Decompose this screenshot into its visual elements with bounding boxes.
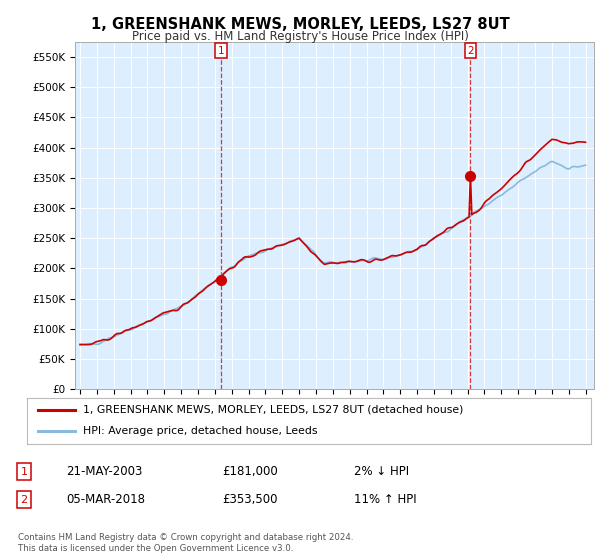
Text: 1: 1 [218, 46, 224, 55]
Text: 05-MAR-2018: 05-MAR-2018 [66, 493, 145, 506]
Text: 1: 1 [20, 466, 28, 477]
Text: 1, GREENSHANK MEWS, MORLEY, LEEDS, LS27 8UT: 1, GREENSHANK MEWS, MORLEY, LEEDS, LS27 … [91, 17, 509, 32]
Text: Price paid vs. HM Land Registry's House Price Index (HPI): Price paid vs. HM Land Registry's House … [131, 30, 469, 43]
Text: 2: 2 [20, 494, 28, 505]
Text: £181,000: £181,000 [222, 465, 278, 478]
Text: 2% ↓ HPI: 2% ↓ HPI [354, 465, 409, 478]
Text: HPI: Average price, detached house, Leeds: HPI: Average price, detached house, Leed… [83, 426, 318, 436]
Text: 2: 2 [467, 46, 474, 55]
Text: 11% ↑ HPI: 11% ↑ HPI [354, 493, 416, 506]
Text: Contains HM Land Registry data © Crown copyright and database right 2024.
This d: Contains HM Land Registry data © Crown c… [18, 533, 353, 553]
Text: £353,500: £353,500 [222, 493, 277, 506]
Text: 21-MAY-2003: 21-MAY-2003 [66, 465, 142, 478]
Text: 1, GREENSHANK MEWS, MORLEY, LEEDS, LS27 8UT (detached house): 1, GREENSHANK MEWS, MORLEY, LEEDS, LS27 … [83, 405, 464, 415]
